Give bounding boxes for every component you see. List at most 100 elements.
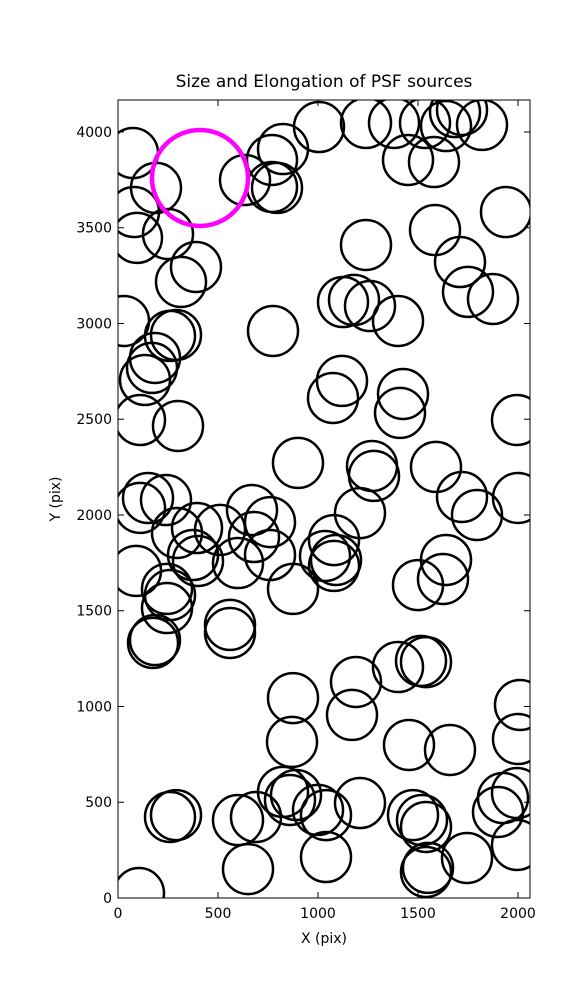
y-tick-label: 1000 <box>76 699 112 715</box>
source-circle <box>491 712 530 766</box>
source-circle <box>435 470 489 524</box>
source-circle <box>245 133 299 187</box>
source-circle <box>256 122 310 176</box>
source-circle <box>140 562 194 616</box>
source-circle <box>203 606 257 660</box>
source-circle <box>476 771 530 825</box>
y-tick-label: 3500 <box>76 221 112 237</box>
source-circle <box>386 788 440 842</box>
y-tick-label: 2000 <box>76 508 112 524</box>
source-circle <box>327 273 381 327</box>
source-circle <box>382 718 436 772</box>
source-circle <box>490 393 530 447</box>
chart-title: Size and Elongation of PSF sources <box>176 72 473 92</box>
source-circle <box>141 207 195 261</box>
source-circle <box>221 842 275 896</box>
source-circle <box>118 353 172 407</box>
source-circle <box>203 598 257 652</box>
x-axis-label: X (pix) <box>301 931 347 947</box>
source-circle <box>491 471 530 525</box>
source-circle <box>149 788 203 842</box>
source-circle <box>333 776 387 830</box>
source-circle <box>169 240 223 294</box>
x-tick-label: 500 <box>205 906 232 922</box>
source-circle <box>263 773 317 827</box>
source-circle <box>245 160 299 214</box>
source-circle <box>125 341 179 395</box>
source-circle <box>419 100 473 153</box>
source-circle <box>306 371 360 425</box>
source-circle <box>121 471 175 525</box>
source-circle <box>266 671 320 725</box>
source-circle <box>419 533 473 587</box>
source-circle <box>227 510 281 564</box>
source-circle <box>118 481 167 535</box>
source-circle <box>118 544 163 598</box>
x-tick-label: 1500 <box>400 906 436 922</box>
source-circle <box>292 100 346 154</box>
source-circle <box>315 354 369 408</box>
source-circle <box>154 255 208 309</box>
x-tick-label: 1000 <box>300 906 336 922</box>
source-circle <box>407 135 461 189</box>
source-circle <box>399 800 453 854</box>
source-circle <box>395 793 449 847</box>
y-tick-label: 0 <box>103 891 112 907</box>
source-circle <box>339 218 393 272</box>
y-tick-label: 2500 <box>76 412 112 428</box>
source-circle <box>433 235 487 289</box>
source-circle <box>490 766 530 820</box>
source-circle <box>373 386 427 440</box>
source-circle <box>307 539 361 593</box>
source-circle <box>211 536 265 590</box>
source-circle <box>347 449 401 503</box>
y-tick-label: 1500 <box>76 604 112 620</box>
source-circle <box>401 841 455 895</box>
axes-frame <box>117 99 531 899</box>
source-circle <box>409 440 463 494</box>
source-circle <box>399 845 453 898</box>
y-tick-label: 3000 <box>76 316 112 332</box>
source-circle <box>343 279 397 333</box>
source-circle <box>367 100 421 150</box>
source-circle <box>118 866 166 898</box>
source-circle <box>428 100 482 139</box>
source-circle <box>170 501 224 555</box>
source-circle <box>143 790 197 844</box>
source-circle <box>298 529 352 583</box>
source-circle <box>325 688 379 742</box>
source-circle <box>381 133 435 187</box>
source-circle <box>243 495 297 549</box>
source-circle <box>299 788 353 842</box>
source-circle <box>441 265 495 319</box>
source-circle <box>246 304 300 358</box>
source-circle <box>139 473 193 527</box>
x-tick-label: 0 <box>114 906 123 922</box>
source-circle <box>316 275 370 329</box>
source-circle <box>118 393 167 447</box>
source-circle <box>416 552 470 606</box>
highlight-circle <box>149 127 251 229</box>
source-circle <box>450 488 504 542</box>
source-circle <box>151 399 205 453</box>
y-tick-label: 4000 <box>76 125 112 141</box>
source-circle <box>490 818 530 872</box>
source-circle <box>243 528 297 582</box>
source-circle <box>423 723 477 777</box>
source-circle <box>118 211 164 265</box>
source-circle <box>291 783 345 837</box>
source-circle <box>376 367 430 421</box>
source-circle <box>118 294 151 348</box>
source-circle <box>250 161 304 215</box>
source-circle <box>299 830 353 884</box>
source-circle <box>329 655 383 709</box>
y-axis-label: Y (pix) <box>48 477 64 523</box>
source-circle <box>398 100 452 150</box>
source-circle <box>309 533 363 587</box>
source-circle <box>149 308 203 362</box>
source-circle <box>225 483 279 537</box>
source-circle <box>339 100 393 150</box>
source-circle <box>218 153 272 207</box>
source-circle <box>345 439 399 493</box>
